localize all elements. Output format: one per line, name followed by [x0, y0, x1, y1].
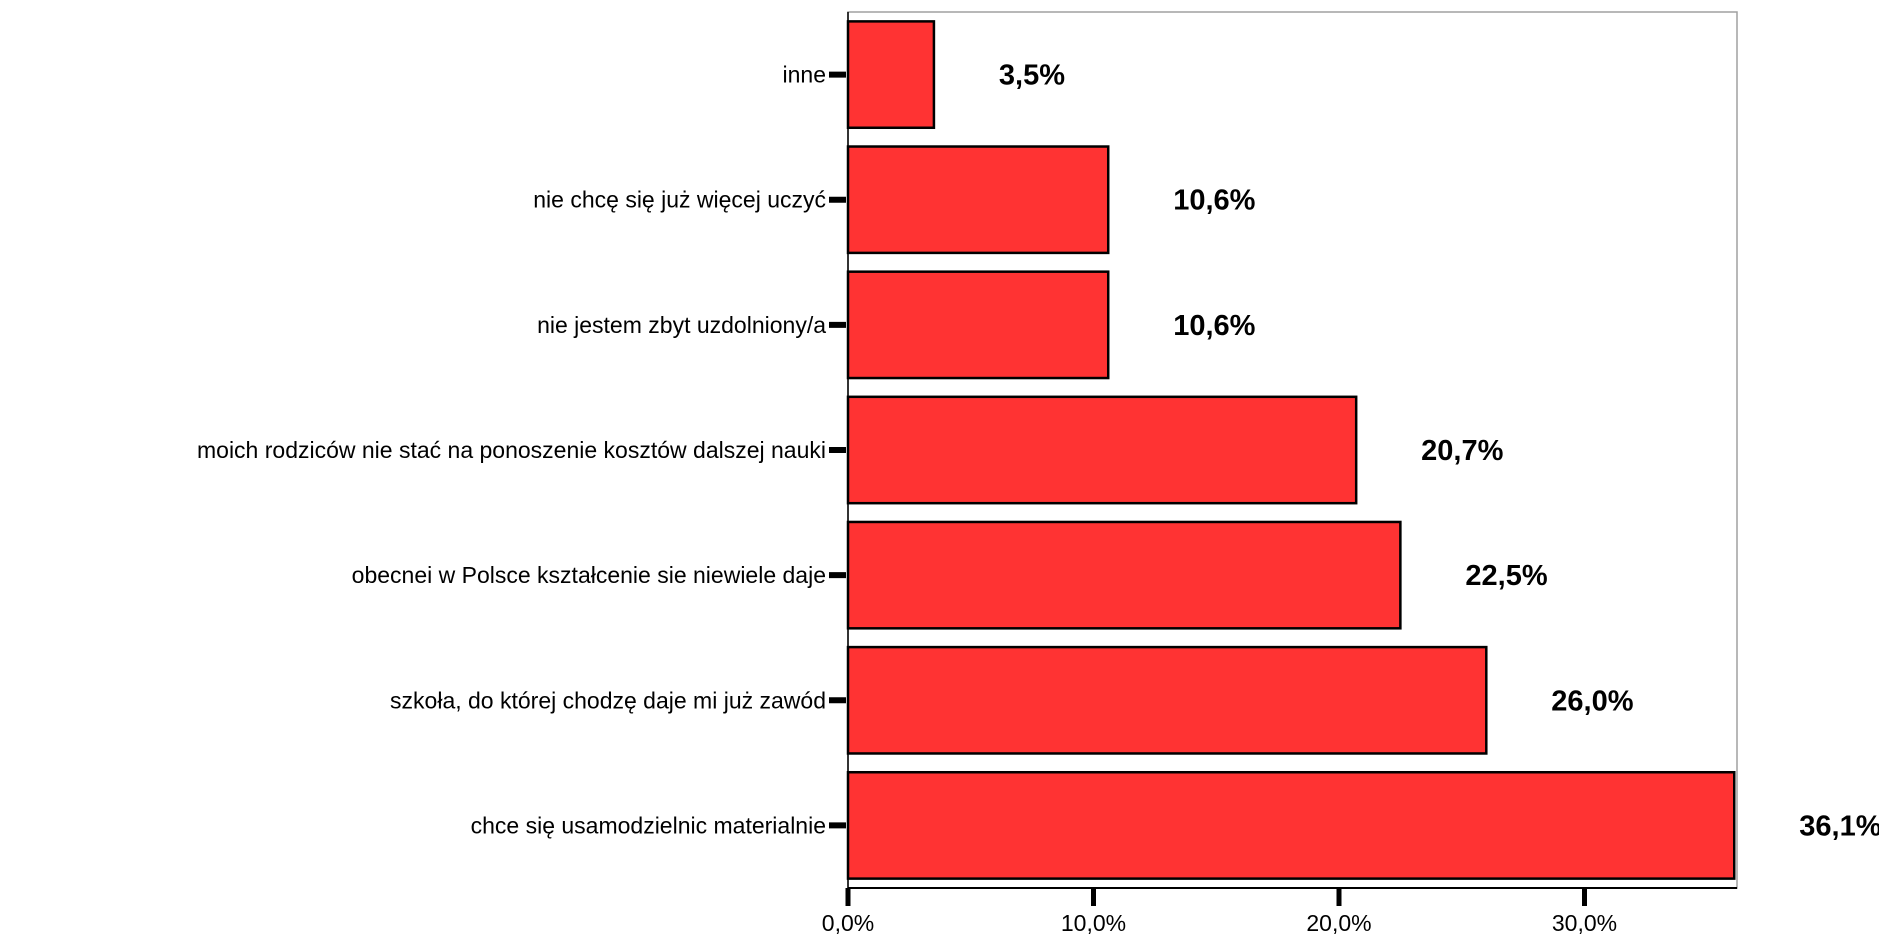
x-axis: 0,0% 10,0% 20,0% 30,0% — [822, 887, 1737, 936]
x-tick-label: 20,0% — [1306, 910, 1371, 936]
data-label: 20,7% — [1421, 435, 1503, 467]
x-tick-label: 0,0% — [822, 910, 874, 936]
data-label: 10,6% — [1173, 185, 1255, 217]
data-label: 10,6% — [1173, 310, 1255, 342]
category-label: obecnei w Polsce kształcenie sie niewiel… — [352, 562, 826, 588]
category-label: inne — [783, 62, 826, 88]
category-label: nie jestem zbyt uzdolniony/a — [537, 312, 826, 338]
bars-layer — [846, 20, 1736, 880]
data-label: 36,1% — [1799, 810, 1879, 842]
category-label: nie chcę się już więcej uczyć — [533, 187, 826, 213]
bar — [846, 145, 1110, 255]
bar — [846, 645, 1488, 755]
bar — [846, 270, 1110, 380]
category-label: chce się usamodzielnic materialnie — [471, 812, 826, 838]
data-label: 22,5% — [1465, 560, 1547, 592]
data-label: 3,5% — [999, 60, 1065, 92]
category-label: moich rodziców nie stać na ponoszenie ko… — [197, 437, 826, 463]
x-tick-label: 30,0% — [1552, 910, 1617, 936]
category-label: szkoła, do której chodzę daje mi już zaw… — [390, 687, 826, 713]
value-labels-layer: 3,5% 10,6% 10,6% 20,7% 22,5% 26,0% 36,1% — [999, 60, 1879, 843]
x-tick-label: 10,0% — [1061, 910, 1126, 936]
bar — [846, 520, 1402, 630]
category-axis: inne nie chcę się już więcej uczyć nie jes… — [197, 62, 846, 838]
bar — [846, 395, 1358, 505]
data-label: 26,0% — [1551, 685, 1633, 717]
bar — [846, 20, 936, 130]
bar — [846, 770, 1736, 880]
